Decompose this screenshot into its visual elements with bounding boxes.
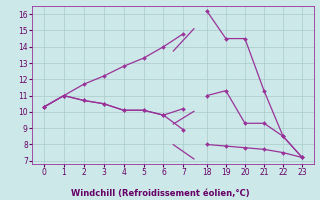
Text: Windchill (Refroidissement éolien,°C): Windchill (Refroidissement éolien,°C): [71, 189, 249, 198]
